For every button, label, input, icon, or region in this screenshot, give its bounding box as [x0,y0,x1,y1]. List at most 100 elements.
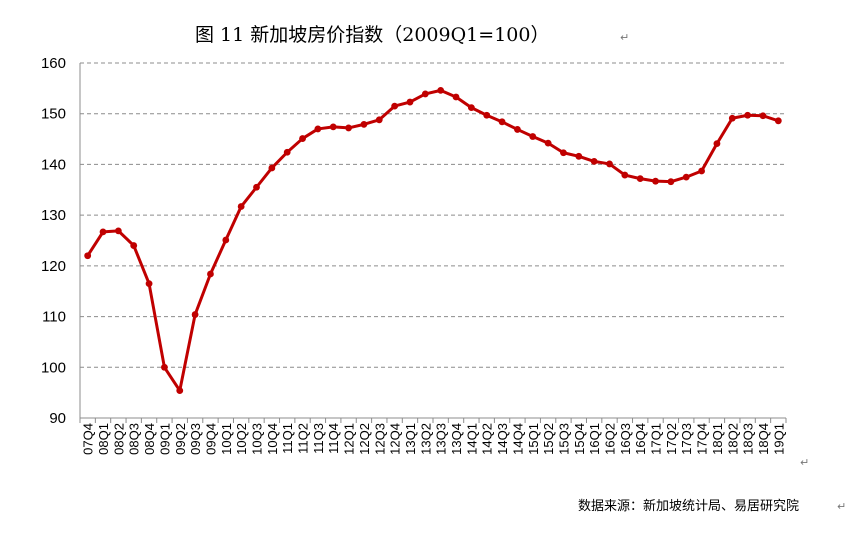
data-point [452,93,460,101]
data-point [636,175,644,183]
data-point [483,111,491,119]
data-point [498,118,506,126]
x-tick-label: 13Q4 [449,423,464,455]
x-tick-label: 13Q1 [403,423,418,455]
data-point [207,270,214,278]
axes [79,63,787,423]
x-tick-label: 12Q2 [357,423,372,455]
data-point [237,203,245,210]
data-series [84,86,782,395]
x-tick-label: 14Q2 [480,423,495,455]
data-point [698,167,705,175]
x-axis-ticks: 07Q4 08Q1 08Q2 08Q3 08Q4 09Q1 09Q2 09Q3 09Q4 10Q1… [81,423,787,455]
x-tick-label: 16Q1 [587,423,602,455]
data-point [145,280,153,288]
y-tick-label: 130 [41,207,66,224]
data-point [621,171,629,179]
x-tick-label: 15Q1 [526,423,541,455]
data-point [391,102,399,110]
paragraph-mark-icon: ↵ [837,500,846,513]
x-tick-label: 10Q4 [265,423,280,455]
x-tick-label: 16Q2 [603,423,618,455]
data-point [560,149,567,157]
data-point [759,112,767,120]
x-tick-label: 11Q4 [326,423,341,454]
y-tick-label: 100 [41,359,66,376]
x-tick-label: 11Q3 [311,423,326,454]
x-tick-label: 18Q2 [725,423,740,455]
x-tick-label: 12Q4 [388,423,403,455]
gridlines [80,62,786,368]
x-tick-label: 18Q1 [710,423,725,455]
x-tick-label: 13Q2 [418,423,433,455]
x-tick-label: 08Q4 [142,423,157,455]
x-tick-label: 15Q4 [572,423,587,455]
data-point [268,164,276,172]
data-point [375,116,383,124]
x-tick-label: 14Q4 [510,423,525,455]
series-line [86,88,780,393]
y-tick-label: 90 [49,410,66,427]
x-tick-label: 16Q4 [633,423,648,455]
data-point [345,124,352,132]
x-tick-label: 15Q3 [556,423,571,455]
data-point [114,227,122,235]
data-point [437,86,445,94]
data-point [421,90,429,98]
data-point [667,178,675,186]
y-tick-label: 150 [41,106,66,123]
x-tick-label: 17Q4 [695,423,710,455]
x-tick-label: 18Q3 [741,423,756,455]
data-point [713,140,721,148]
x-tick-label: 14Q1 [464,423,479,455]
y-axis-ticks: 90 100 110 120 130 140 150 160 [41,55,66,427]
data-point [191,311,199,318]
x-tick-label: 12Q3 [372,423,387,455]
x-tick-label: 09Q2 [173,423,188,455]
y-tick-label: 120 [41,258,66,275]
data-point [283,148,291,156]
x-tick-label: 10Q1 [219,423,234,455]
data-point [329,123,337,131]
data-point [176,387,184,395]
x-tick-label: 10Q2 [234,423,249,455]
x-tick-label: 17Q3 [679,423,694,455]
y-tick-label: 160 [41,55,66,72]
data-point [682,173,690,181]
data-point [299,135,306,142]
data-point [774,117,782,125]
data-point [744,111,752,119]
x-tick-label: 17Q1 [649,423,664,455]
data-point [253,183,260,191]
data-point [84,252,92,260]
x-tick-label: 18Q4 [756,423,771,455]
data-point [652,177,659,185]
data-point [406,98,414,106]
x-tick-label: 10Q3 [250,423,265,455]
paragraph-mark-icon: ↵ [800,456,809,469]
x-tick-label: 09Q3 [188,423,203,455]
x-tick-label: 08Q2 [111,423,126,455]
data-point [575,152,583,160]
data-point [314,125,322,133]
x-tick-label: 07Q4 [81,423,96,455]
source-note: 数据来源：新加坡统计局、易居研究院 [578,498,799,514]
x-tick-label: 16Q3 [618,423,633,455]
data-point [606,160,613,168]
x-tick-label: 14Q3 [495,423,510,455]
paragraph-mark-icon: ↵ [620,31,629,44]
data-point [130,242,138,249]
x-tick-label: 12Q1 [342,423,357,455]
y-tick-label: 110 [42,309,66,326]
x-tick-label: 11Q2 [296,423,311,454]
data-point [529,133,537,140]
chart-title: 图 11 新加坡房价指数（2009Q1=100） [195,24,549,46]
data-point [99,228,107,236]
data-point [467,104,475,112]
x-tick-label: 09Q4 [203,423,218,455]
x-tick-label: 08Q1 [96,423,111,455]
x-tick-label: 19Q1 [771,423,786,455]
data-point [728,114,736,122]
x-tick-label: 15Q2 [541,423,556,455]
